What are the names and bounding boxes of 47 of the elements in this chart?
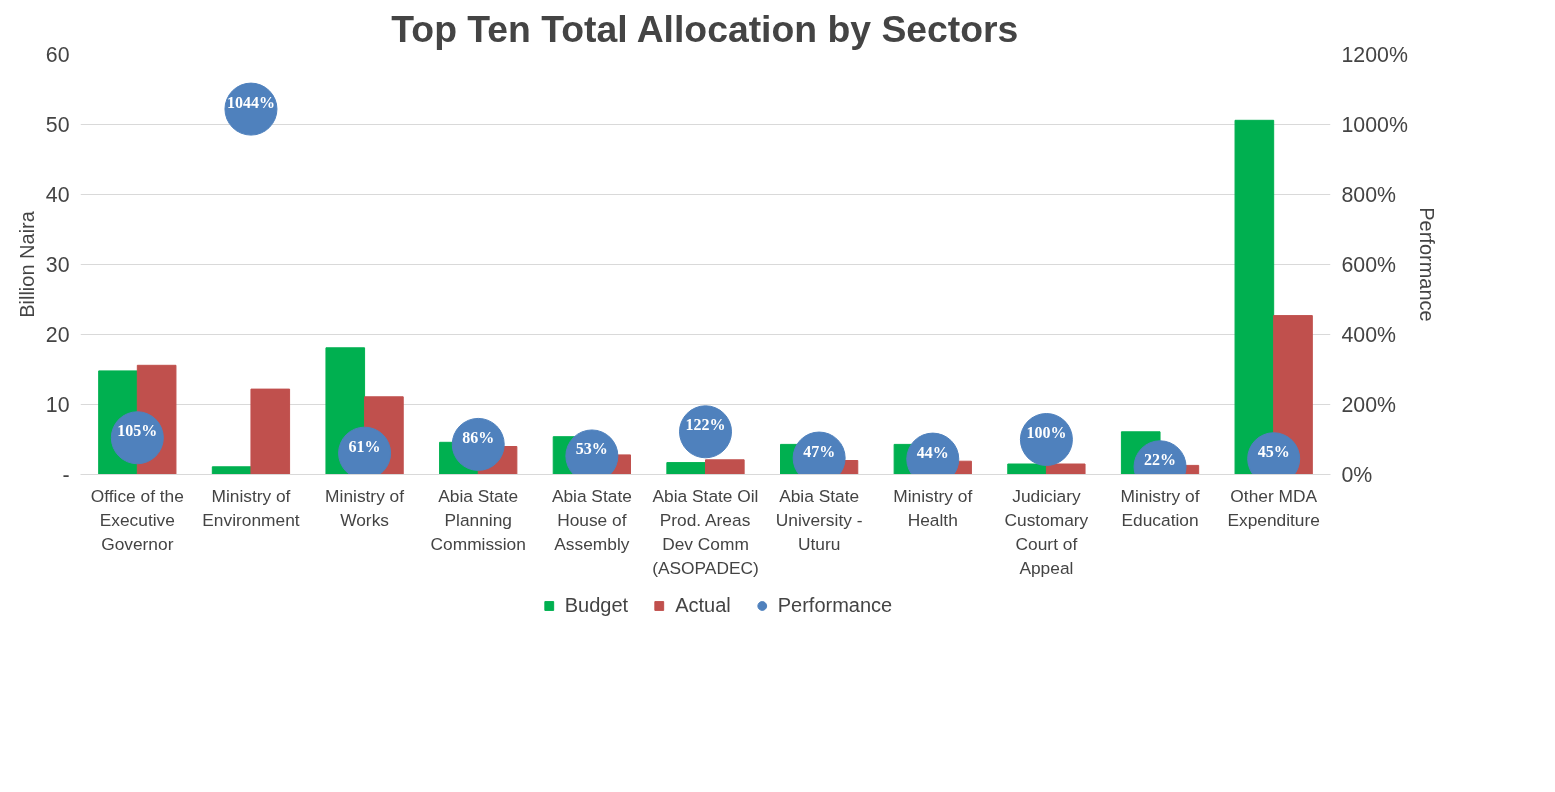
y-tick-label: 60 <box>45 43 70 67</box>
bar <box>250 388 291 475</box>
data-label: 122% <box>685 416 726 434</box>
x-tick-label: Ministry of Education <box>1120 485 1200 530</box>
y-tick-label: 30 <box>45 253 70 277</box>
x-tick-label: Abia State University - Uturu <box>775 485 863 554</box>
y2-tick-label: 200% <box>1341 392 1397 417</box>
y-tick-label: 10 <box>45 393 70 417</box>
y2-tick-label: 1000% <box>1341 112 1408 137</box>
y2-tick-label: 600% <box>1341 252 1397 277</box>
data-label: 61% <box>348 437 381 455</box>
chart-title: Top Ten Total Allocation by Sectors <box>391 7 1019 50</box>
bar <box>705 459 745 475</box>
bar <box>1045 463 1086 475</box>
x-tick-label: Abia State Planning Commission <box>430 485 526 554</box>
y-tick-label: 50 <box>45 113 70 137</box>
data-label: 105% <box>117 422 158 440</box>
x-tick-label: Ministry of Works <box>325 485 405 530</box>
y-tick-label: 40 <box>45 183 70 207</box>
y-tick-label: - <box>62 463 70 487</box>
legend-label: Performance <box>777 593 893 617</box>
y2-tick-label: 400% <box>1341 322 1397 347</box>
x-tick-label: Office of the Executive Governor <box>90 485 184 554</box>
y2-tick-label: 800% <box>1341 182 1397 207</box>
y2-tick-label: 0% <box>1341 462 1373 487</box>
data-label: 53% <box>575 440 608 458</box>
data-label: 45% <box>1257 443 1290 461</box>
y-tick-label: 20 <box>45 323 70 347</box>
y-axis-title: Billion Naira <box>15 210 38 318</box>
data-label: 47% <box>803 442 836 460</box>
legend-label: Actual <box>675 593 731 617</box>
x-tick-label: Other MDA Expenditure <box>1227 485 1320 530</box>
x-tick-label: Abia State House of Assembly <box>551 485 632 554</box>
data-label: 44% <box>916 443 949 461</box>
y2-tick-label: 1200% <box>1341 42 1408 67</box>
bar <box>211 466 252 475</box>
data-label: 86% <box>462 428 495 446</box>
bar <box>666 462 706 475</box>
bar <box>1007 463 1047 475</box>
data-label: 100% <box>1026 424 1067 441</box>
x-tick-label: Ministry of Environment <box>202 485 300 530</box>
y2-axis-title: Performance <box>1415 207 1438 322</box>
legend-label: Budget <box>564 593 629 617</box>
data-label: 1044% <box>226 93 275 111</box>
x-tick-label: Judiciary Customary Court of Appeal <box>1004 485 1089 578</box>
x-tick-label: Ministry of Health <box>893 485 973 530</box>
x-tick-label: Abia State Oil Prod. Areas Dev Comm (ASOPADEC) <box>652 485 759 578</box>
